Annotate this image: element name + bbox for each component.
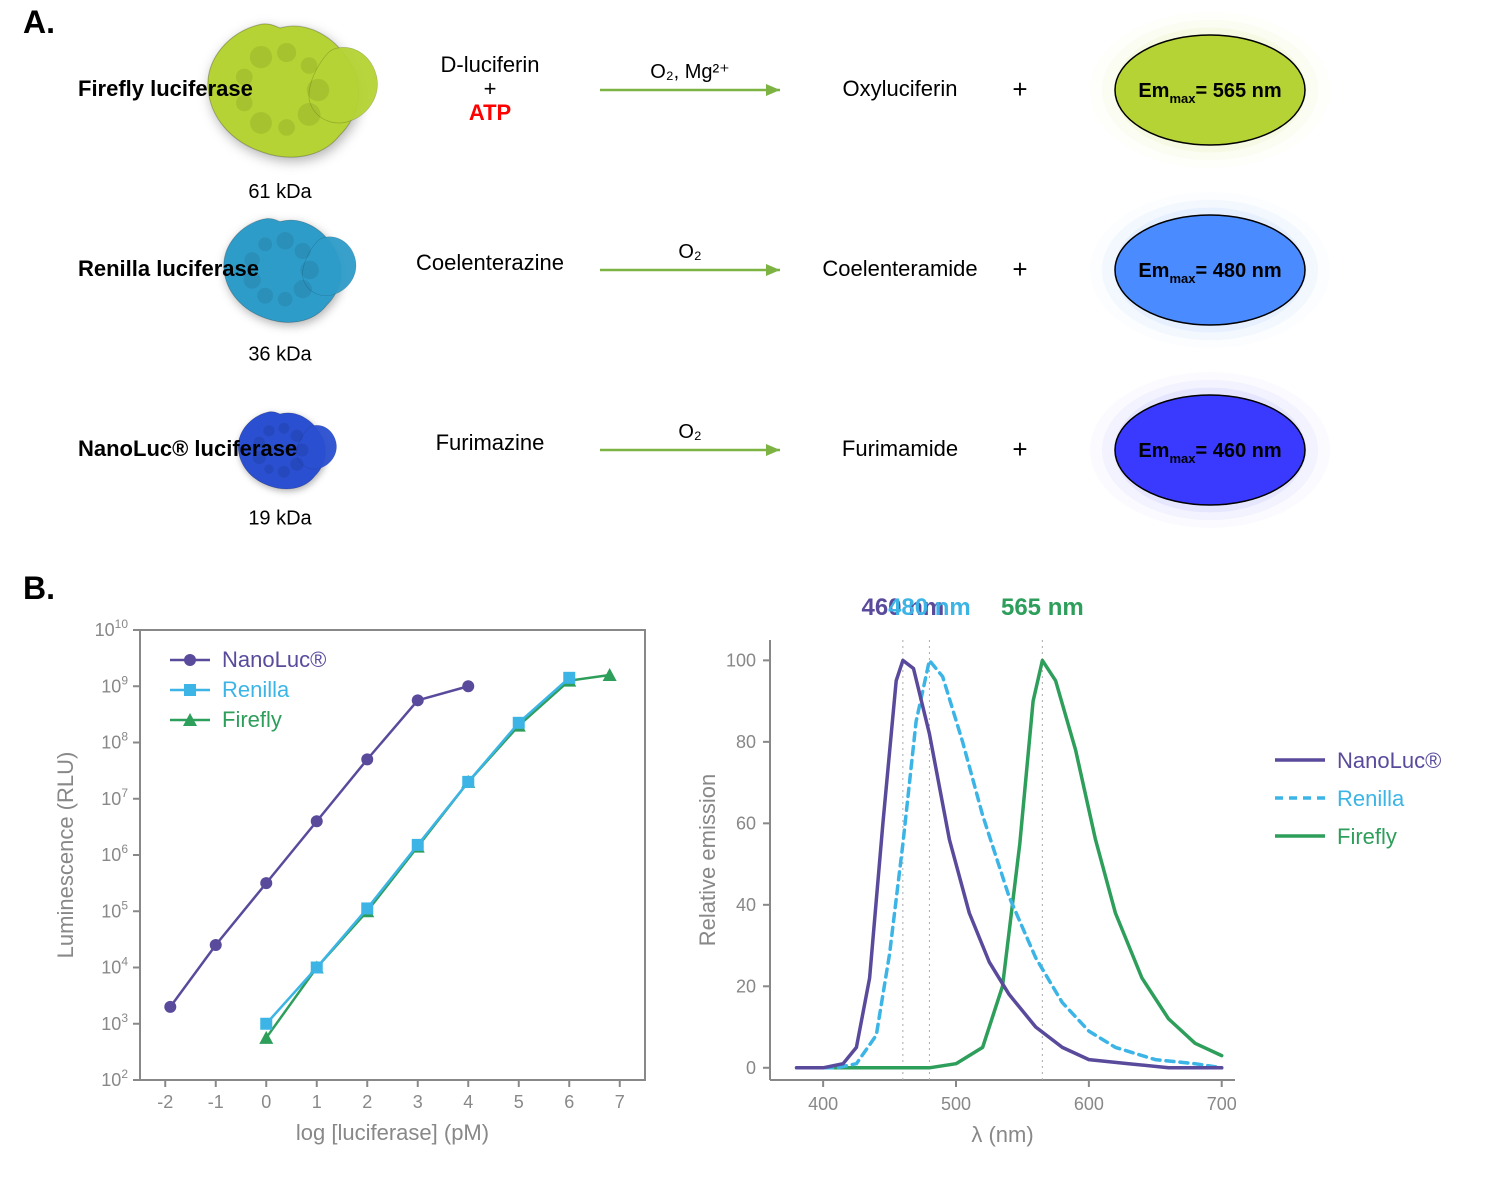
svg-text:108: 108 (101, 730, 128, 753)
protein-name: Firefly luciferase (78, 76, 253, 101)
svg-text:1010: 1010 (95, 617, 129, 640)
svg-text:2: 2 (362, 1092, 372, 1112)
cofactor: O₂ (678, 421, 701, 443)
svg-text:109: 109 (101, 673, 128, 696)
svg-text:20: 20 (736, 976, 756, 996)
svg-text:6: 6 (564, 1092, 574, 1112)
x-axis-label: λ (nm) (971, 1122, 1033, 1147)
svg-text:80: 80 (736, 732, 756, 752)
panel-a-svg: Firefly luciferase61 kDaD-luciferin+ATPO… (60, 10, 1460, 550)
product: Furimamide (842, 436, 958, 461)
product: Coelenteramide (822, 256, 977, 281)
svg-text:0: 0 (261, 1092, 271, 1112)
svg-text:+: + (1012, 254, 1027, 284)
chart-emission-svg: 400 500 600 700 0 20 40 60 80 100 λ (nm) Relative e… (690, 565, 1480, 1165)
protein-name: NanoLuc® luciferase (78, 436, 297, 461)
svg-text:4: 4 (463, 1092, 473, 1112)
substrate-top: Furimazine (436, 430, 545, 455)
svg-text:40: 40 (736, 895, 756, 915)
legend-item: Renilla (222, 677, 290, 702)
svg-text:3: 3 (413, 1092, 423, 1112)
svg-text:+: + (1012, 434, 1027, 464)
svg-text:107: 107 (101, 786, 128, 809)
legend-item: NanoLuc® (222, 647, 326, 672)
y-axis-label: Luminescence (RLU) (53, 752, 78, 959)
svg-text:600: 600 (1074, 1094, 1104, 1114)
svg-text:102: 102 (101, 1067, 128, 1090)
cofactor: O₂ (678, 241, 701, 263)
y-axis-label: Relative emission (695, 774, 720, 946)
svg-text:500: 500 (941, 1094, 971, 1114)
svg-text:103: 103 (101, 1011, 128, 1034)
svg-text:5: 5 (514, 1092, 524, 1112)
protein-size: 19 kDa (248, 507, 312, 529)
svg-text:700: 700 (1207, 1094, 1237, 1114)
chart-emission: 400 500 600 700 0 20 40 60 80 100 λ (nm) Relative e… (690, 565, 1480, 1170)
protein-size: 61 kDa (248, 181, 312, 203)
x-axis-label: log [luciferase] (pM) (296, 1120, 489, 1145)
svg-text:60: 60 (736, 813, 756, 833)
peak-label: 480 nm (888, 594, 971, 621)
protein-name: Renilla luciferase (78, 256, 259, 281)
svg-text:-2: -2 (157, 1092, 173, 1112)
legend-item: Firefly (222, 707, 282, 732)
svg-text:+: + (484, 76, 497, 101)
panel-a: Firefly luciferase61 kDaD-luciferin+ATPO… (60, 10, 1460, 555)
legend-item: Renilla (1337, 786, 1405, 811)
chart-luminescence-svg: -2 -1 0 1 2 3 4 5 6 7 102 103 104 105 106 107 108 109 1010… (45, 600, 665, 1160)
peak-label: 565 nm (1001, 594, 1084, 621)
cofactor: O₂, Mg²⁺ (650, 61, 729, 83)
svg-text:1: 1 (312, 1092, 322, 1112)
svg-text:7: 7 (615, 1092, 625, 1112)
svg-text:400: 400 (808, 1094, 838, 1114)
svg-text:104: 104 (101, 955, 128, 978)
svg-text:+: + (1012, 74, 1027, 104)
product: Oxyluciferin (843, 76, 958, 101)
chart-luminescence: -2 -1 0 1 2 3 4 5 6 7 102 103 104 105 106 107 108 109 1010… (45, 600, 665, 1165)
substrate-top: D-luciferin (440, 52, 539, 77)
svg-text:105: 105 (101, 898, 128, 921)
svg-text:0: 0 (746, 1058, 756, 1078)
svg-text:-1: -1 (208, 1092, 224, 1112)
substrate-bottom: ATP (469, 100, 511, 125)
legend-item: NanoLuc® (1337, 748, 1441, 773)
panel-a-label: A. (23, 4, 55, 41)
svg-text:106: 106 (101, 842, 128, 865)
legend-item: Firefly (1337, 824, 1397, 849)
protein-size: 36 kDa (248, 343, 312, 365)
svg-text:100: 100 (726, 650, 756, 670)
substrate-top: Coelenterazine (416, 250, 564, 275)
